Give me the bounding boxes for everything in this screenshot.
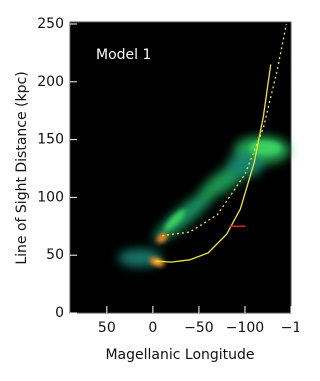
y-tick-label: 200 (37, 74, 64, 90)
y-axis-label: Line of Sight Distance (kpc) (14, 71, 30, 264)
y-tick-label: 100 (37, 189, 64, 205)
y-tick-label: 150 (37, 132, 64, 148)
curve (155, 64, 272, 263)
x-tick-label: −50 (184, 320, 214, 336)
x-tick-label: −1 (281, 320, 299, 336)
density-map (118, 136, 290, 267)
x-axis-label: Magellanic Longitude (105, 347, 254, 363)
plot-frame (69, 21, 292, 314)
y-tick-label: 50 (46, 247, 64, 263)
x-tick-label: −100 (226, 320, 264, 336)
chart: Model 1 Magellanic Longitude Line of Sig… (14, 16, 301, 363)
y-tick-label: 0 (55, 305, 64, 321)
y-tick-label: 250 (37, 16, 64, 32)
annotation: Model 1 (96, 47, 151, 63)
x-tick-label: 0 (148, 320, 157, 336)
x-tick-label: 50 (98, 320, 116, 336)
